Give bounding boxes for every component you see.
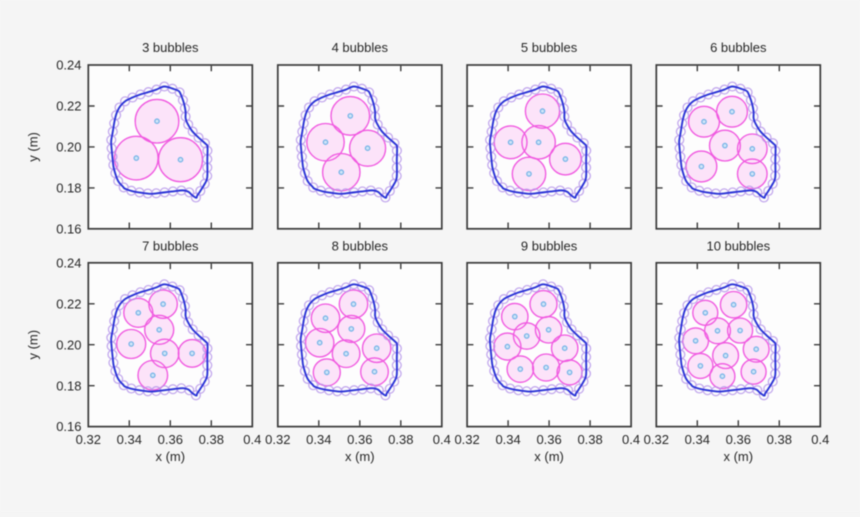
svg-text:6 bubbles: 6 bubbles — [710, 40, 767, 55]
svg-text:y (m): y (m) — [26, 132, 41, 162]
svg-text:x (m): x (m) — [723, 449, 753, 464]
svg-text:0.34: 0.34 — [117, 432, 142, 447]
svg-text:8 bubbles: 8 bubbles — [332, 238, 389, 253]
svg-text:5 bubbles: 5 bubbles — [521, 40, 578, 55]
svg-text:0.38: 0.38 — [577, 432, 602, 447]
svg-text:0.36: 0.36 — [158, 432, 183, 447]
svg-text:0.34: 0.34 — [306, 432, 331, 447]
svg-text:0.24: 0.24 — [56, 255, 81, 270]
svg-text:0.32: 0.32 — [265, 432, 290, 447]
svg-text:0.4: 0.4 — [243, 432, 261, 447]
svg-text:0.32: 0.32 — [76, 432, 101, 447]
svg-text:0.34: 0.34 — [495, 432, 520, 447]
svg-text:0.16: 0.16 — [56, 221, 81, 236]
svg-text:0.36: 0.36 — [347, 432, 372, 447]
svg-text:0.38: 0.38 — [767, 432, 792, 447]
svg-text:4 bubbles: 4 bubbles — [332, 40, 389, 55]
svg-text:9 bubbles: 9 bubbles — [521, 238, 578, 253]
svg-text:0.38: 0.38 — [199, 432, 224, 447]
svg-text:0.34: 0.34 — [685, 432, 710, 447]
svg-text:0.22: 0.22 — [56, 99, 81, 114]
svg-text:y (m): y (m) — [26, 330, 41, 360]
svg-text:0.36: 0.36 — [726, 432, 751, 447]
svg-text:0.18: 0.18 — [56, 181, 81, 196]
svg-text:x (m): x (m) — [345, 449, 375, 464]
svg-text:0.16: 0.16 — [56, 419, 81, 434]
svg-text:x (m): x (m) — [155, 449, 185, 464]
svg-text:3 bubbles: 3 bubbles — [142, 40, 199, 55]
svg-text:0.4: 0.4 — [622, 432, 640, 447]
svg-text:0.24: 0.24 — [56, 58, 81, 73]
svg-text:0.20: 0.20 — [56, 337, 81, 352]
svg-text:0.32: 0.32 — [454, 432, 479, 447]
svg-text:0.22: 0.22 — [56, 296, 81, 311]
svg-text:0.18: 0.18 — [56, 378, 81, 393]
svg-text:0.36: 0.36 — [536, 432, 561, 447]
svg-text:7 bubbles: 7 bubbles — [142, 238, 199, 253]
svg-text:0.38: 0.38 — [388, 432, 413, 447]
svg-text:0.4: 0.4 — [433, 432, 451, 447]
svg-text:x (m): x (m) — [534, 449, 564, 464]
svg-text:0.32: 0.32 — [644, 432, 669, 447]
svg-text:0.4: 0.4 — [811, 432, 829, 447]
svg-text:0.20: 0.20 — [56, 140, 81, 155]
svg-text:10 bubbles: 10 bubbles — [706, 238, 770, 253]
